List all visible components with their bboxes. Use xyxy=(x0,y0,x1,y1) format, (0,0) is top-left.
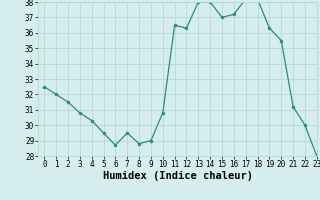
X-axis label: Humidex (Indice chaleur): Humidex (Indice chaleur) xyxy=(103,171,252,181)
